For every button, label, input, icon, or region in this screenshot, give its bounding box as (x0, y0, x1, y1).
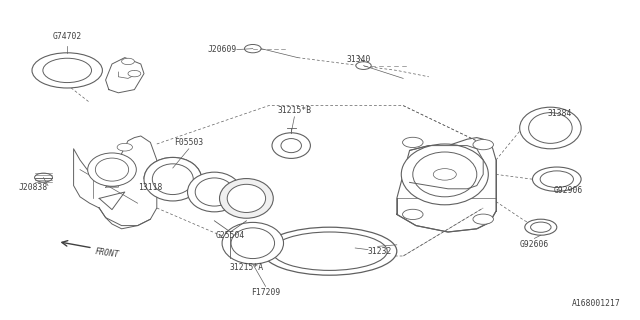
Ellipse shape (195, 178, 234, 206)
Circle shape (100, 175, 124, 187)
Text: 31215*B: 31215*B (277, 106, 312, 115)
Ellipse shape (152, 164, 193, 195)
Circle shape (43, 58, 92, 83)
Text: FRONT: FRONT (95, 247, 120, 259)
Ellipse shape (529, 113, 572, 143)
Ellipse shape (88, 153, 136, 186)
Text: J20838: J20838 (19, 183, 48, 192)
Circle shape (473, 214, 493, 224)
Circle shape (403, 137, 423, 148)
Ellipse shape (227, 184, 266, 212)
Text: 31384: 31384 (547, 109, 572, 118)
Circle shape (35, 173, 52, 182)
Circle shape (403, 209, 423, 220)
Ellipse shape (401, 144, 488, 205)
Text: 31232: 31232 (368, 247, 392, 256)
Ellipse shape (413, 152, 477, 197)
Ellipse shape (262, 227, 397, 275)
Ellipse shape (95, 158, 129, 181)
Text: G92906: G92906 (554, 186, 583, 195)
Text: G74702: G74702 (52, 32, 82, 41)
Text: 31340: 31340 (346, 55, 371, 64)
Ellipse shape (281, 139, 301, 153)
Ellipse shape (188, 172, 241, 212)
Circle shape (540, 171, 573, 188)
Circle shape (433, 169, 456, 180)
Circle shape (525, 219, 557, 235)
Text: F05503: F05503 (174, 138, 204, 147)
Ellipse shape (144, 157, 202, 201)
Circle shape (32, 53, 102, 88)
Text: 13118: 13118 (138, 183, 162, 192)
Text: A168001217: A168001217 (572, 300, 621, 308)
Circle shape (244, 44, 261, 53)
Ellipse shape (220, 179, 273, 218)
Circle shape (356, 62, 371, 69)
Text: G92606: G92606 (520, 240, 549, 249)
Circle shape (117, 143, 132, 151)
Ellipse shape (272, 232, 387, 270)
Ellipse shape (520, 107, 581, 149)
Text: J20609: J20609 (207, 45, 237, 54)
Circle shape (531, 222, 551, 232)
Text: G25504: G25504 (216, 231, 245, 240)
Circle shape (122, 58, 134, 65)
Text: 31215*A: 31215*A (229, 263, 264, 272)
Ellipse shape (231, 228, 275, 259)
Text: F17209: F17209 (251, 288, 280, 297)
Ellipse shape (272, 133, 310, 158)
Circle shape (473, 140, 493, 150)
Circle shape (532, 167, 581, 191)
Circle shape (128, 70, 141, 77)
Ellipse shape (222, 222, 284, 264)
